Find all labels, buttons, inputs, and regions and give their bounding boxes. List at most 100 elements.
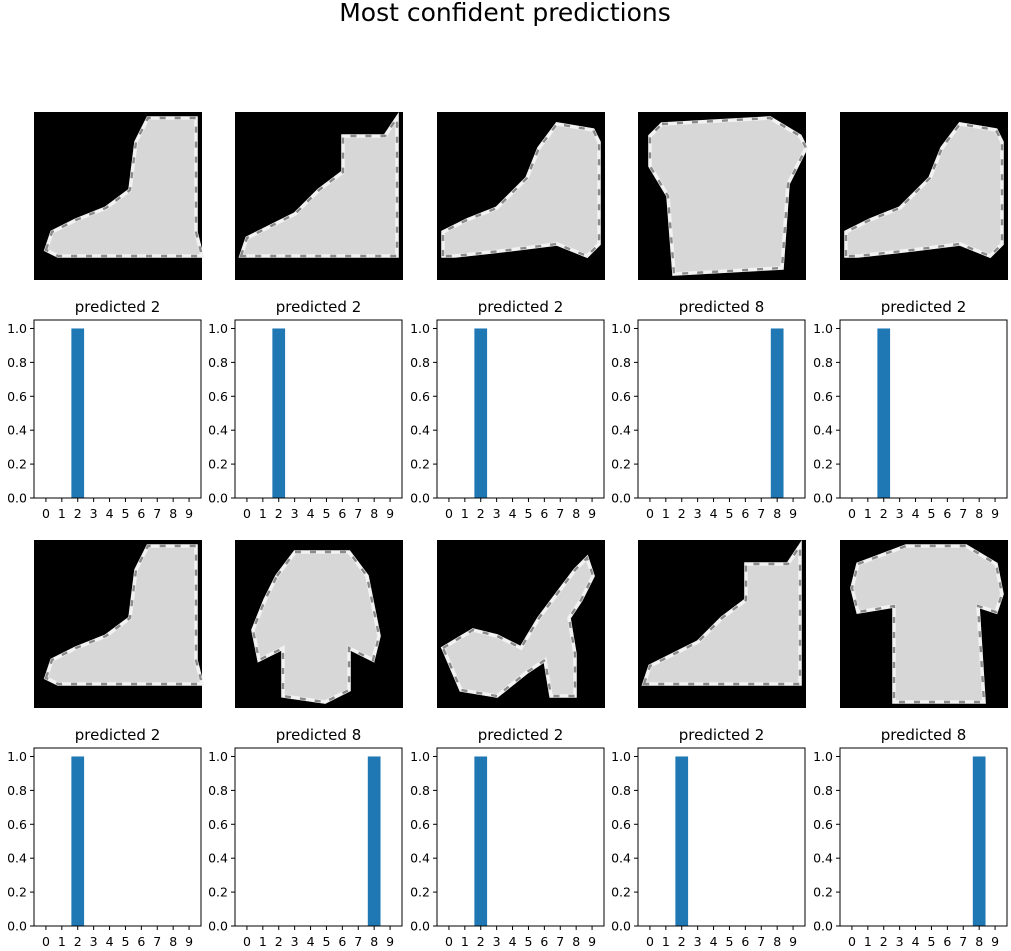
axes-frame bbox=[839, 319, 1008, 499]
y-tick-label: 0.2 bbox=[208, 885, 228, 900]
x-tick-label: 4 bbox=[912, 934, 920, 949]
x-tick-label: 1 bbox=[864, 506, 872, 521]
y-tick-label: 0.6 bbox=[208, 817, 228, 832]
x-tick-label: 7 bbox=[959, 506, 967, 521]
x-tick-label: 7 bbox=[153, 506, 161, 521]
bar-chart-title: predicted 2 bbox=[679, 726, 764, 744]
x-tick-label: 4 bbox=[509, 934, 517, 949]
x-tick-label: 6 bbox=[741, 934, 749, 949]
x-tick-label: 6 bbox=[741, 506, 749, 521]
y-tick-label: 0.6 bbox=[410, 389, 430, 404]
image-silhouette bbox=[648, 116, 809, 276]
y-tick-label: 1.0 bbox=[611, 321, 631, 336]
axes-frame bbox=[637, 747, 806, 927]
image-silhouette bbox=[844, 122, 1004, 259]
y-tick-label: 0.6 bbox=[7, 389, 27, 404]
image-silhouette bbox=[238, 112, 399, 258]
x-tick-label: 6 bbox=[137, 506, 145, 521]
y-tick-label: 0.4 bbox=[7, 851, 27, 866]
x-tick-label: 1 bbox=[461, 506, 469, 521]
y-tick-label: 0.8 bbox=[208, 355, 228, 370]
y-tick-label: 0.6 bbox=[7, 817, 27, 832]
y-tick-label: 1.0 bbox=[7, 749, 27, 764]
image-silhouette bbox=[43, 116, 205, 258]
figure-title: Most confident predictions bbox=[339, 0, 671, 27]
axes-frame bbox=[436, 747, 605, 927]
x-tick-label: 2 bbox=[275, 506, 283, 521]
x-tick-label: 9 bbox=[386, 934, 394, 949]
x-tick-label: 9 bbox=[185, 934, 193, 949]
bar-2 bbox=[474, 756, 488, 926]
bar-chart-title: predicted 2 bbox=[276, 298, 361, 316]
x-tick-label: 3 bbox=[493, 506, 501, 521]
y-tick-label: 1.0 bbox=[813, 749, 833, 764]
x-tick-label: 5 bbox=[725, 506, 733, 521]
sample-image-ankle-boot bbox=[638, 540, 806, 708]
x-tick-label: 9 bbox=[789, 934, 797, 949]
panel-5: predicted 2 0.0 0.2 0.4 0.6 0.8 1.0 0 1 2 3 4 5 6 7 8 9 bbox=[813, 112, 1008, 521]
y-tick-label: 0.2 bbox=[7, 885, 27, 900]
sample-image-ankle-boot bbox=[235, 112, 403, 280]
bar-8 bbox=[770, 328, 784, 498]
silhouette-texture bbox=[844, 122, 1004, 258]
x-tick-label: 5 bbox=[725, 934, 733, 949]
panels: predicted 20.00.20.40.60.81.00 1 2 3 4 5 6 7 8 9p… bbox=[7, 112, 1008, 949]
y-tick-label: 0.6 bbox=[813, 817, 833, 832]
x-tick-label: 7 bbox=[354, 506, 362, 521]
bar-chart-title: predicted 2 bbox=[478, 726, 563, 744]
bar-chart-title: predicted 2 bbox=[75, 726, 160, 744]
y-tick-label: 0.2 bbox=[208, 457, 228, 472]
bar-chart: predicted 2 0.0 0.2 0.4 0.6 0.8 1.0 0 1 2 3 4 5 6 7 8 9 bbox=[208, 298, 403, 521]
x-tick-label: 7 bbox=[757, 506, 765, 521]
panel-6: predicted 2 0.0 0.2 0.4 0.6 0.8 1.0 0 1 2 3 4 5 6 7 8 9 bbox=[7, 540, 205, 949]
axes-frame bbox=[33, 747, 202, 927]
silhouette-texture bbox=[44, 116, 204, 258]
axes-frame bbox=[436, 319, 605, 499]
bar-2 bbox=[71, 756, 85, 926]
y-tick-label: 0.2 bbox=[813, 885, 833, 900]
x-tick-label: 3 bbox=[694, 934, 702, 949]
y-tick-label: 0.0 bbox=[611, 491, 631, 506]
y-tick-label: 0.8 bbox=[813, 355, 833, 370]
x-tick-label: 2 bbox=[678, 934, 686, 949]
silhouette-texture bbox=[441, 122, 601, 258]
panel-9: predicted 2 0.0 0.2 0.4 0.6 0.8 1.0 0 1 2 3 4 5 6 7 8 9 bbox=[611, 540, 806, 949]
bar-chart: predicted 2 0.0 0.2 0.4 0.6 0.8 1.0 0 1 2 3 4 5 6 7 8 9 bbox=[410, 298, 605, 521]
y-tick-label: 0.8 bbox=[611, 783, 631, 798]
x-tick-label: 8 bbox=[572, 506, 580, 521]
x-tick-label: 9 bbox=[386, 506, 394, 521]
panel-7: predicted 8 0.0 0.2 0.4 0.6 0.8 1.0 0 1 2 3 4 5 6 7 8 9 bbox=[208, 540, 403, 949]
panel-8: predicted 2 0.0 0.2 0.4 0.6 0.8 1.0 0 1 2 3 4 5 6 7 8 9 bbox=[410, 540, 605, 949]
x-tick-label: 1 bbox=[259, 506, 267, 521]
x-tick-label: 0 bbox=[646, 506, 654, 521]
x-tick-label: 5 bbox=[121, 934, 129, 949]
x-tick-label: 5 bbox=[322, 506, 330, 521]
x-tick-label: 7 bbox=[354, 934, 362, 949]
x-tick-label: 1 bbox=[864, 934, 872, 949]
x-tick-label: 4 bbox=[106, 506, 114, 521]
x-tick-label: 2 bbox=[880, 506, 888, 521]
x-tick-label: 7 bbox=[959, 934, 967, 949]
x-tick-label: 8 bbox=[773, 934, 781, 949]
x-tick-label: 7 bbox=[556, 934, 564, 949]
image-silhouette bbox=[641, 540, 802, 686]
y-tick-label: 0.8 bbox=[410, 355, 430, 370]
x-tick-label: 5 bbox=[927, 934, 935, 949]
x-tick-label: 4 bbox=[307, 934, 315, 949]
y-tick-label: 1.0 bbox=[208, 749, 228, 764]
x-tick-label: 8 bbox=[370, 934, 378, 949]
x-tick-label: 2 bbox=[880, 934, 888, 949]
x-tick-label: 6 bbox=[338, 934, 346, 949]
axes-frame bbox=[637, 319, 806, 499]
y-tick-label: 0.8 bbox=[7, 783, 27, 798]
sample-image-ankle-boot bbox=[34, 540, 205, 708]
x-tick-label: 3 bbox=[291, 506, 299, 521]
bar-2 bbox=[272, 328, 286, 498]
sample-image-ankle-boot bbox=[840, 112, 1008, 280]
bar-chart: predicted 8 0.0 0.2 0.4 0.6 0.8 1.0 0 1 2 3 4 5 6 7 8 9 bbox=[611, 298, 806, 521]
x-tick-label: 6 bbox=[943, 934, 951, 949]
bar-2 bbox=[675, 756, 689, 926]
image-silhouette bbox=[251, 550, 381, 704]
y-tick-label: 0.0 bbox=[611, 919, 631, 934]
image-silhouette bbox=[441, 122, 601, 259]
